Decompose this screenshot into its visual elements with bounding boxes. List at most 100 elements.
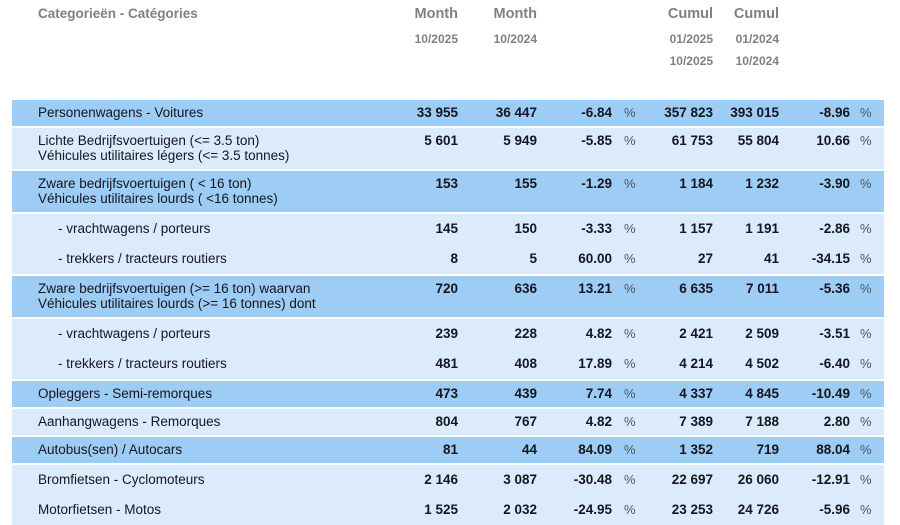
month-percent-value: 4.82 (585, 414, 612, 429)
table-row: Zware bedrijfsvoertuigen (>= 16 ton) waa… (12, 276, 884, 317)
percent-sign: % (624, 251, 636, 266)
category-cell: Zware bedrijfsvoertuigen ( < 16 ton) Véh… (12, 176, 395, 206)
percent-sign: % (624, 133, 636, 148)
category-label: Opleggers - Semi-remorques (38, 386, 213, 401)
cumul-percent-value: -6.40 (819, 356, 850, 371)
category-label: Motorfietsen - Motos (38, 502, 162, 517)
column-header-cumul-current: Cumul 01/2025 10/2025 (640, 6, 713, 98)
category-label: Personenwagens - Voitures (38, 105, 204, 120)
category-label-line2: Véhicules utilitaires lourds (>= 16 tonn… (38, 296, 316, 311)
category-label: - vrachtwagens / porteurs (58, 221, 211, 236)
table-row: - vrachtwagens / porteurs 239 228 4.82 %… (12, 319, 884, 349)
cumul-current-value: 1 157 (679, 221, 713, 236)
cumul-current-value: 27 (697, 251, 713, 266)
cumul-percent-value: -5.36 (819, 281, 850, 296)
percent-sign: % (860, 251, 872, 266)
category-cell: Motorfietsen - Motos (12, 502, 395, 517)
category-cell: Aanhangwagens - Remorques (12, 414, 395, 429)
cumul-current-value: 6 635 (679, 281, 713, 296)
month-previous-value: 5 949 (503, 133, 537, 148)
category-label: - trekkers / tracteurs routiers (58, 251, 227, 266)
cumul-current-value: 7 389 (679, 414, 713, 429)
table-block-lichte-bedrijfsvoertuigen: Lichte Bedrijfsvoertuigen (<= 3.5 ton) V… (12, 128, 884, 169)
month-previous-value: 439 (514, 386, 537, 401)
column-header-spacer (612, 6, 640, 98)
cumul-previous-value: 26 060 (737, 472, 779, 487)
category-label: - vrachtwagens / porteurs (58, 326, 211, 341)
month-previous-value: 5 (529, 251, 537, 266)
percent-sign: % (860, 326, 872, 341)
cumul-current-period-from: 01/2025 (669, 32, 713, 46)
cumul-current-value: 23 253 (671, 502, 713, 517)
table-block-autobussen: Autobus(sen) / Autocars 81 44 84.09 % 1 … (12, 437, 884, 463)
month-current-value: 81 (442, 442, 458, 457)
percent-sign: % (860, 356, 872, 371)
cumul-previous-value: 393 015 (730, 105, 779, 120)
cumul-percent-value: -8.96 (819, 105, 850, 120)
column-header-categories: Categorieën - Catégories (38, 6, 198, 21)
category-label: Lichte Bedrijfsvoertuigen (<= 3.5 ton) (38, 133, 260, 148)
month-previous-value: 36 447 (495, 105, 537, 120)
cumul-percent-value: -10.49 (811, 386, 850, 401)
cumul-percent-value: 88.04 (816, 442, 850, 457)
cumul-previous-value: 1 232 (745, 176, 779, 191)
cumul-current-value: 1 352 (679, 442, 713, 457)
category-cell: - vrachtwagens / porteurs (12, 326, 395, 341)
percent-sign: % (624, 442, 636, 457)
month-previous-value: 636 (514, 281, 537, 296)
cumul-percent-value: 10.66 (816, 133, 850, 148)
month-percent-value: -5.85 (581, 133, 612, 148)
percent-sign: % (860, 386, 872, 401)
category-cell: Lichte Bedrijfsvoertuigen (<= 3.5 ton) V… (12, 133, 395, 163)
cumul-percent-value: -5.96 (819, 502, 850, 517)
cumul-previous-value: 719 (756, 442, 779, 457)
table-row: Personenwagens - Voitures 33 955 36 447 … (12, 100, 884, 126)
cumul-current-period-to: 10/2025 (669, 54, 713, 68)
column-header-month-current: Month 10/2025 (395, 6, 458, 98)
category-label: Aanhangwagens - Remorques (38, 414, 221, 429)
cumul-previous-title: Cumul (733, 6, 779, 22)
month-previous-period: 10/2024 (493, 32, 537, 46)
month-previous-value: 44 (521, 442, 537, 457)
percent-sign: % (860, 105, 872, 120)
category-cell: - trekkers / tracteurs routiers (12, 356, 395, 371)
month-percent-value: -3.33 (581, 221, 612, 236)
month-previous-title: Month (493, 6, 537, 22)
table-row: Motorfietsen - Motos 1 525 2 032 -24.95 … (12, 495, 884, 525)
cumul-percent-value: -2.86 (819, 221, 850, 236)
month-percent-value: 7.74 (585, 386, 612, 401)
table-block-subrows-meer-16ton: - vrachtwagens / porteurs 239 228 4.82 %… (12, 319, 884, 379)
category-label: Zware bedrijfsvoertuigen ( < 16 ton) (38, 176, 252, 191)
month-previous-value: 767 (514, 414, 537, 429)
month-previous-value: 2 032 (503, 502, 537, 517)
category-cell: Opleggers - Semi-remorques (12, 386, 395, 401)
table-block-zware-minder-16ton: Zware bedrijfsvoertuigen ( < 16 ton) Véh… (12, 171, 884, 212)
category-cell: Autobus(sen) / Autocars (12, 442, 395, 457)
month-current-value: 1 525 (424, 502, 458, 517)
table-block-zware-meer-16ton: Zware bedrijfsvoertuigen (>= 16 ton) waa… (12, 276, 884, 317)
registrations-table: Categorieën - Catégories Month 10/2025 M… (12, 0, 884, 525)
column-header-end-spacer (850, 6, 884, 98)
category-label-line2: Véhicules utilitaires lourds ( <16 tonne… (38, 191, 278, 206)
cumul-percent-value: -3.90 (819, 176, 850, 191)
column-header-month-previous: Month 10/2024 (458, 6, 537, 98)
month-current-value: 481 (435, 356, 458, 371)
category-cell: Personenwagens - Voitures (12, 105, 395, 120)
cumul-current-value: 4 337 (679, 386, 713, 401)
percent-sign: % (624, 105, 636, 120)
month-current-value: 2 146 (424, 472, 458, 487)
cumul-percent-value: -12.91 (811, 472, 850, 487)
table-block-subrows-minder-16ton: - vrachtwagens / porteurs 145 150 -3.33 … (12, 214, 884, 274)
percent-sign: % (624, 472, 636, 487)
percent-sign: % (624, 386, 636, 401)
cumul-current-value: 2 421 (679, 326, 713, 341)
table-row: Opleggers - Semi-remorques 473 439 7.74 … (12, 381, 884, 407)
cumul-percent-value: -34.15 (811, 251, 850, 266)
cumul-percent-value: -3.51 (819, 326, 850, 341)
percent-sign: % (624, 414, 636, 429)
month-current-value: 804 (435, 414, 458, 429)
percent-sign: % (860, 502, 872, 517)
month-percent-value: 17.89 (578, 356, 612, 371)
month-current-value: 153 (435, 176, 458, 191)
vehicle-registrations-report: Categorieën - Catégories Month 10/2025 M… (12, 6, 884, 525)
